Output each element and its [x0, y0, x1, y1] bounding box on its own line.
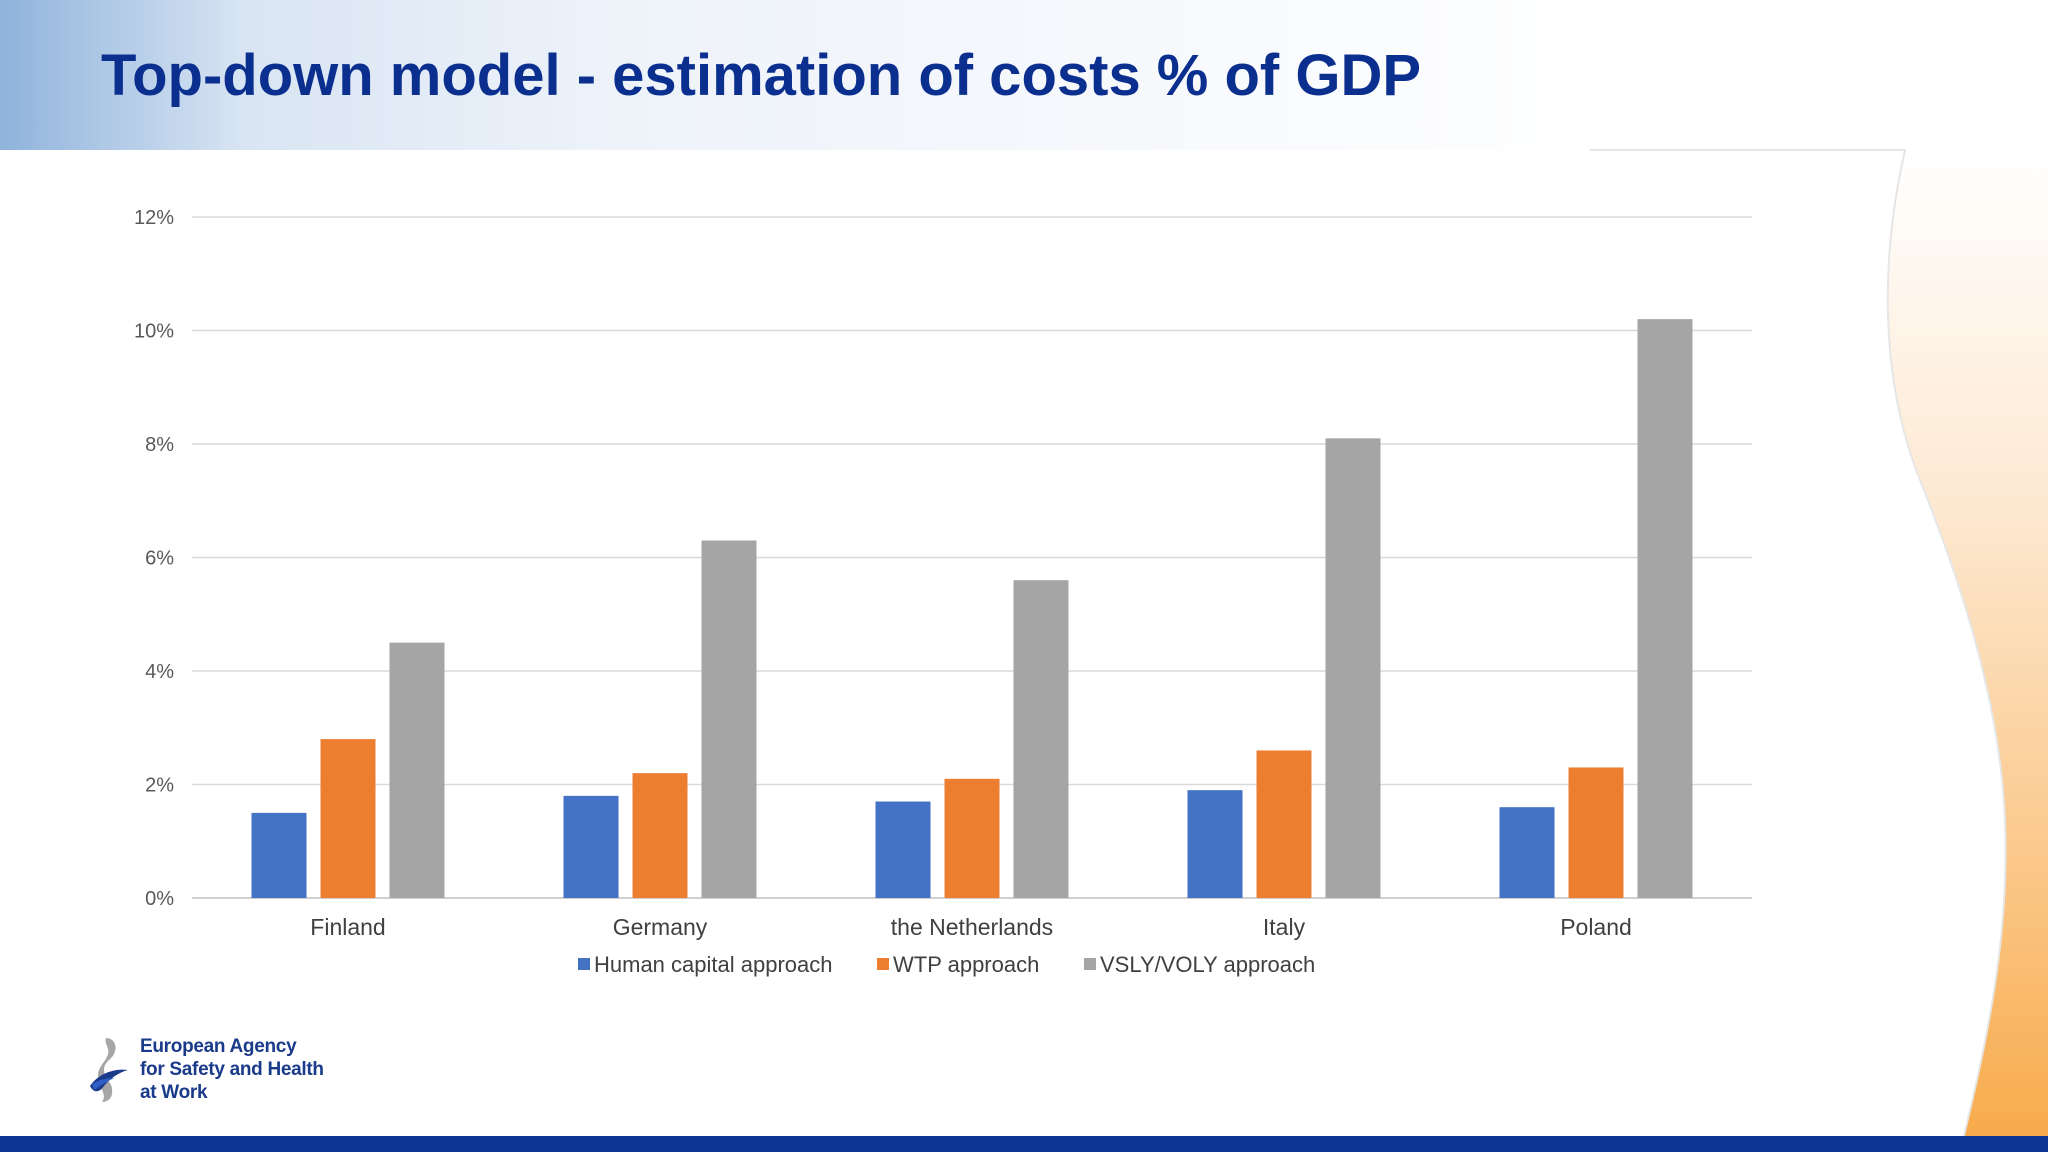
bar-poland-series-1	[1499, 807, 1555, 898]
y-tick-label: 12%	[134, 207, 174, 229]
bar-poland-series-3	[1637, 319, 1693, 898]
x-category-label: Finland	[310, 914, 385, 940]
legend-label: VSLY/VOLY approach	[1100, 952, 1315, 977]
x-category-label: Germany	[613, 914, 708, 940]
bar-italy-series-2	[1256, 750, 1312, 898]
y-axis-ticks: 0% 2% 4% 6% 8% 10% 12%	[134, 207, 174, 910]
legend-swatch	[877, 958, 889, 970]
bars	[251, 319, 1693, 898]
x-category-label: Italy	[1263, 914, 1306, 940]
bar-the-netherlands-series-2	[944, 778, 1000, 898]
y-tick-label: 6%	[145, 548, 174, 570]
legend-label: Human capital approach	[594, 952, 832, 977]
legend: Human capital approach WTP approach VSLY/V…	[578, 952, 1315, 977]
x-category-label: Poland	[1560, 914, 1632, 940]
bar-germany-series-2	[632, 773, 688, 898]
slide-title: Top-down model - estimation of costs % o…	[101, 43, 1422, 108]
bar-finland-series-1	[251, 812, 307, 898]
y-tick-label: 0%	[145, 888, 174, 910]
bar-germany-series-1	[563, 795, 619, 898]
y-tick-label: 10%	[134, 321, 174, 343]
y-tick-label: 8%	[145, 434, 174, 456]
bar-italy-series-3	[1325, 438, 1381, 898]
bar-finland-series-2	[320, 739, 376, 898]
legend-swatch	[1084, 958, 1096, 970]
agency-logo: European Agency for Safety and Health at…	[84, 1030, 324, 1110]
bar-germany-series-3	[701, 540, 757, 898]
bar-poland-series-2	[1568, 767, 1624, 898]
logo-line-3: at Work	[140, 1082, 208, 1103]
y-tick-label: 4%	[145, 661, 174, 683]
header-band	[0, 0, 2048, 150]
gridlines	[192, 216, 1752, 899]
bar-italy-series-1	[1187, 790, 1243, 898]
x-axis-categories: Finland Germany the Netherlands Italy Poland	[310, 914, 1632, 940]
logo-line-2: for Safety and Health	[140, 1059, 324, 1080]
agency-figure-icon	[90, 1038, 128, 1102]
bar-the-netherlands-series-1	[875, 801, 931, 898]
bar-the-netherlands-series-3	[1013, 580, 1069, 898]
logo-line-1: European Agency	[140, 1036, 297, 1057]
legend-label: WTP approach	[893, 952, 1039, 977]
bar-finland-series-3	[389, 642, 445, 898]
footer-bar	[0, 1136, 2048, 1152]
legend-swatch	[578, 958, 590, 970]
x-category-label: the Netherlands	[891, 914, 1053, 940]
y-tick-label: 2%	[145, 775, 174, 797]
